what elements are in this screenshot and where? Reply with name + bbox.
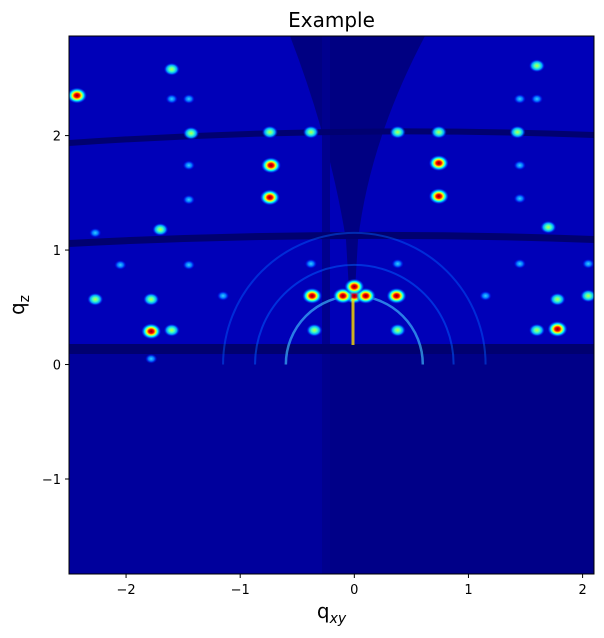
y-tick-label: −1 — [42, 473, 61, 488]
detector-gap-middle — [69, 231, 594, 247]
bragg-spot — [114, 260, 127, 270]
bragg-spot — [513, 193, 526, 204]
bragg-spot — [182, 260, 195, 270]
x-tick-label: 0 — [350, 583, 358, 598]
bragg-spot — [428, 155, 449, 172]
bragg-spot — [549, 292, 566, 306]
y-tick-label: 2 — [53, 130, 61, 145]
bragg-spot — [302, 287, 323, 304]
bragg-spot — [217, 291, 230, 301]
beamstop-streak — [351, 300, 355, 345]
detector-gap-upper — [69, 128, 594, 146]
bragg-spot — [582, 258, 594, 269]
x-tick-label: 2 — [578, 583, 586, 598]
bragg-spot — [261, 157, 282, 174]
bragg-spot — [165, 94, 178, 104]
bragg-spot — [389, 125, 406, 139]
bragg-reflections — [69, 59, 594, 364]
bragg-spot — [580, 289, 594, 303]
bragg-spot — [386, 287, 407, 304]
bragg-spot — [528, 59, 545, 73]
bragg-spot — [163, 323, 180, 337]
bragg-spot — [479, 291, 492, 301]
x-tick-label: −2 — [116, 583, 135, 598]
bragg-spot — [344, 278, 365, 295]
bragg-spot — [547, 321, 568, 338]
bragg-spot — [509, 125, 526, 139]
bragg-spot — [513, 160, 526, 171]
bragg-spot — [145, 354, 158, 364]
bragg-spot — [152, 223, 169, 236]
bragg-spot — [528, 323, 545, 337]
bragg-spot — [428, 188, 449, 205]
bragg-spot — [182, 160, 195, 171]
x-tick-label: −1 — [231, 583, 250, 598]
x-axis-label: qxy — [317, 599, 347, 627]
bragg-spot — [182, 194, 195, 205]
bragg-spot — [87, 292, 104, 306]
scattering-ring — [222, 231, 487, 365]
bragg-spot — [89, 228, 102, 238]
y-tick-label: 1 — [53, 244, 61, 259]
y-axis-label: qz — [5, 295, 33, 315]
bragg-spot — [141, 323, 162, 340]
chart-title: Example — [288, 8, 375, 32]
scattering-ring — [254, 263, 455, 365]
lower-right-panel — [327, 349, 594, 574]
bragg-spot — [513, 258, 526, 269]
bragg-spot — [302, 125, 319, 139]
bragg-spot — [430, 125, 447, 139]
detector-gap-vertical — [322, 36, 330, 574]
x-tick-label: 1 — [464, 583, 472, 598]
bragg-spot — [513, 94, 526, 104]
bragg-spot — [261, 125, 278, 139]
bragg-spot — [143, 292, 160, 306]
y-axis: −1 0 1 2 — [42, 130, 69, 488]
y-tick-label: 0 — [53, 359, 61, 374]
x-axis: −2 −1 0 1 2 — [116, 574, 587, 598]
bragg-spot — [391, 258, 404, 269]
plot-area — [69, 36, 594, 574]
bragg-spot — [306, 323, 323, 337]
bragg-spot — [183, 126, 200, 140]
bragg-spot — [530, 94, 543, 104]
lower-left-panel — [69, 349, 327, 574]
detector-gap-horizon — [69, 344, 594, 354]
bragg-spot — [69, 87, 87, 104]
bragg-spot — [540, 220, 557, 234]
bragg-spot — [182, 94, 195, 104]
plot-frame — [68, 35, 595, 575]
bragg-spot — [389, 323, 406, 337]
bragg-spot — [304, 258, 317, 269]
bragg-spot — [259, 189, 280, 206]
bragg-spot — [163, 62, 180, 76]
